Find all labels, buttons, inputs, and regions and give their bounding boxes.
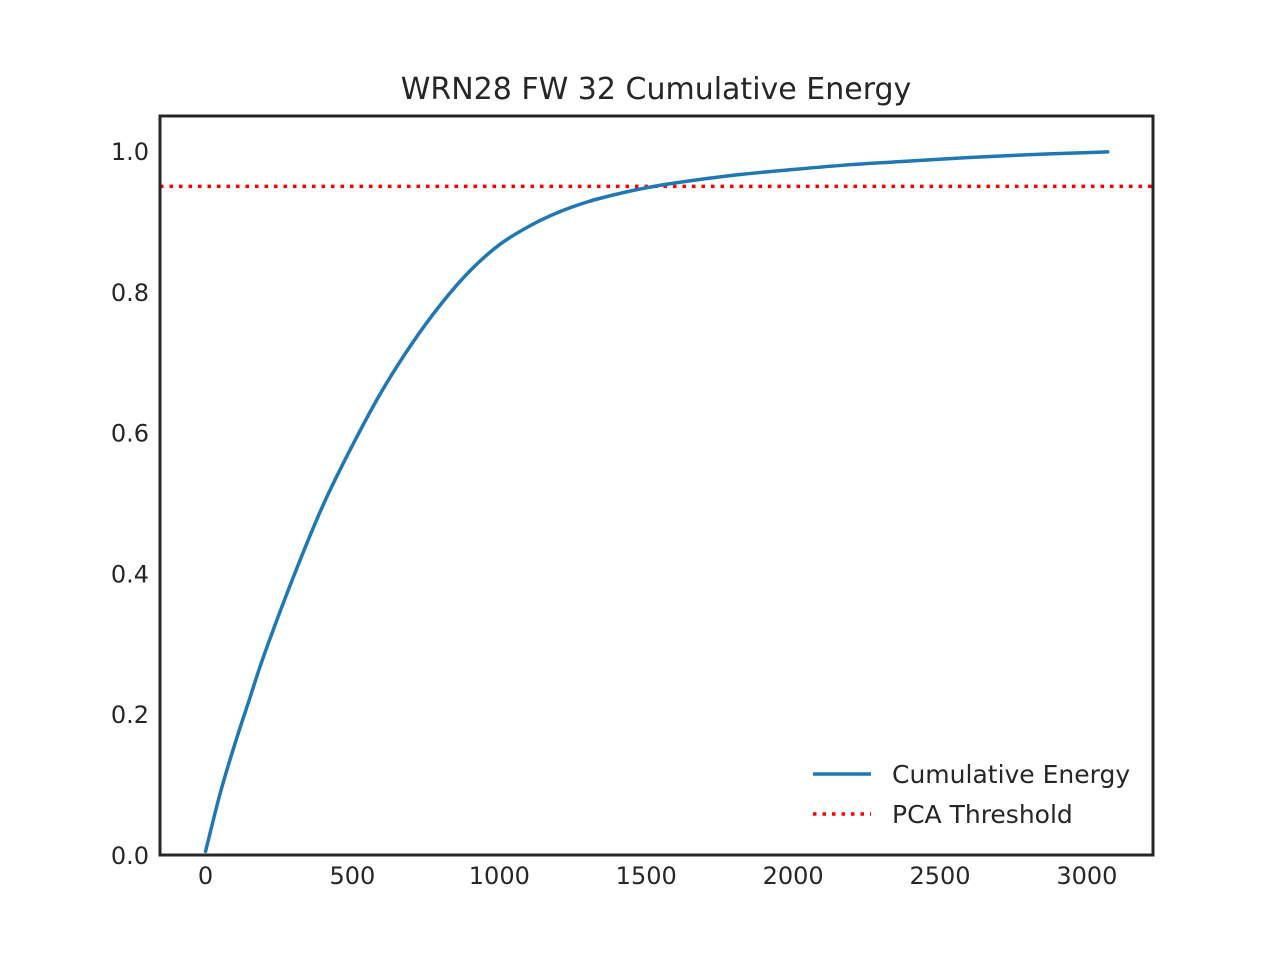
y-tick-label-0.2: 0.2 [111,701,149,729]
y-axis: 0.0 0.2 0.4 0.6 0.8 1.0 [111,138,149,870]
x-tick-label-1000: 1000 [469,862,530,890]
x-tick-label-1500: 1500 [616,862,677,890]
plot-area [160,150,1153,854]
plot-frame [158,114,1155,857]
x-tick-label-3000: 3000 [1056,862,1117,890]
y-tick-label-1.0: 1.0 [111,138,149,166]
y-tick-label-0.4: 0.4 [111,560,149,588]
x-tick-label-0: 0 [198,862,213,890]
x-tick-label-2500: 2500 [909,862,970,890]
legend-label-cumulative-energy: Cumulative Energy [892,760,1130,789]
x-tick-label-500: 500 [330,862,376,890]
legend: Cumulative Energy PCA Threshold [813,760,1130,829]
legend-label-pca-threshold: PCA Threshold [892,800,1073,829]
y-tick-label-0.6: 0.6 [111,420,149,448]
chart-title: WRN28 FW 32 Cumulative Energy [401,72,912,107]
y-tick-label-0.0: 0.0 [111,842,149,870]
x-axis: 0 500 1000 1500 2000 2500 3000 [198,862,1118,890]
cumulative-energy-line [203,150,1110,854]
y-tick-label-0.8: 0.8 [111,279,149,307]
x-tick-label-2000: 2000 [763,862,824,890]
